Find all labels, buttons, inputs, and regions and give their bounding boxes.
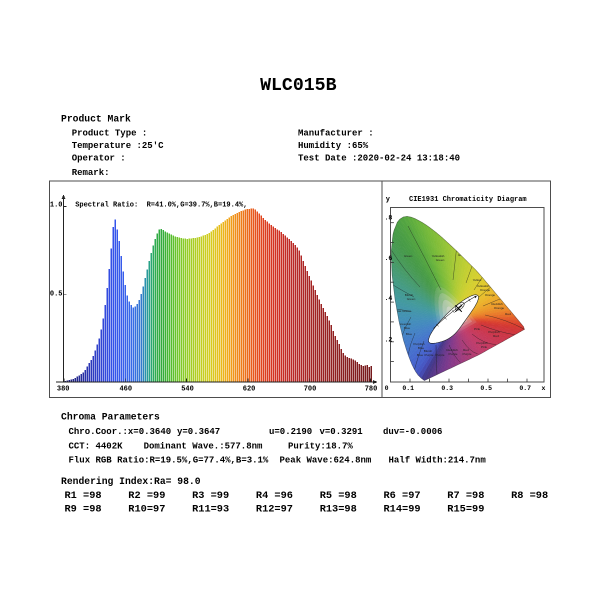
svg-text:Operator :: Operator : <box>72 154 126 164</box>
svg-text:Orange: Orange <box>485 293 496 297</box>
svg-text:x: x <box>542 385 546 392</box>
svg-text:R8 =98: R8 =98 <box>511 490 548 502</box>
svg-text:Flux RGB Ratio:R=19.5%,G=77.4%: Flux RGB Ratio:R=19.5%,G=77.4%,B=3.1% <box>69 456 269 466</box>
svg-text:.8: .8 <box>384 214 392 221</box>
svg-text:Purple: Purple <box>449 352 458 356</box>
svg-text:Yellowish: Yellowish <box>477 284 490 288</box>
svg-text:Reddish: Reddish <box>446 348 458 352</box>
svg-text:R12=97: R12=97 <box>256 504 293 516</box>
svg-text:Reddish: Reddish <box>491 302 503 306</box>
svg-text:Red: Red <box>505 312 511 316</box>
svg-text:R13=98: R13=98 <box>320 504 357 516</box>
svg-text:Purple: Purple <box>463 352 472 356</box>
svg-text:Blue: Blue <box>418 346 424 350</box>
svg-text:Peak Wave:624.8nm: Peak Wave:624.8nm <box>280 456 372 466</box>
svg-text:Bluish: Bluish <box>424 349 433 353</box>
svg-text:Test Date :2020-02-24 13:18:40: Test Date :2020-02-24 13:18:40 <box>298 154 460 164</box>
svg-text:Yellowish: Yellowish <box>432 254 445 258</box>
svg-text:R14=99: R14=99 <box>384 504 421 516</box>
svg-text:0.3: 0.3 <box>441 385 453 392</box>
svg-text:R9 =98: R9 =98 <box>65 504 102 516</box>
svg-text:380: 380 <box>57 386 70 394</box>
svg-text:CCT: 4402K: CCT: 4402K <box>69 441 124 451</box>
svg-text:R3 =99: R3 =99 <box>192 490 229 502</box>
svg-text:460: 460 <box>119 386 132 394</box>
svg-text:Chroma Parameters: Chroma Parameters <box>61 412 160 423</box>
svg-text:Temperature :25'C: Temperature :25'C <box>72 141 164 151</box>
svg-text:.6: .6 <box>384 255 392 262</box>
svg-text:R15=99: R15=99 <box>447 504 484 516</box>
svg-text:1.0: 1.0 <box>50 202 63 210</box>
svg-text:Chro.Coor.:x=0.3640: Chro.Coor.:x=0.3640 <box>69 427 172 437</box>
svg-text:0.1: 0.1 <box>402 385 414 392</box>
svg-text:Product Mark: Product Mark <box>61 114 131 125</box>
svg-text:Purplish: Purplish <box>476 341 487 345</box>
svg-text:Greenish: Greenish <box>399 322 412 326</box>
svg-text:CIE1931 Chromaticity Diagram: CIE1931 Chromaticity Diagram <box>409 196 527 204</box>
svg-text:u=0.2190: u=0.2190 <box>269 427 312 437</box>
svg-text:Orange: Orange <box>494 306 505 310</box>
svg-text:620: 620 <box>243 386 256 394</box>
svg-text:Purity:18.7%: Purity:18.7% <box>288 441 353 451</box>
svg-text:0: 0 <box>385 385 389 392</box>
svg-text:Blue Green: Blue Green <box>395 309 411 313</box>
svg-text:0.5: 0.5 <box>50 290 63 298</box>
svg-text:0.5: 0.5 <box>480 385 492 392</box>
svg-text:Spectral Ratio: R=41.0%,G=39.: Spectral Ratio: R=41.0%,G=39.7%,B=19.4%, <box>75 202 247 210</box>
svg-text:Half Width:214.7nm: Half Width:214.7nm <box>389 456 487 466</box>
svg-text:700: 700 <box>304 386 317 394</box>
svg-text:Green: Green <box>436 258 445 262</box>
svg-text:R5 =98: R5 =98 <box>320 490 357 502</box>
svg-text:Pink: Pink <box>481 345 487 349</box>
svg-text:R10=97: R10=97 <box>128 504 165 516</box>
svg-text:Blue: Blue <box>404 326 410 330</box>
svg-text:Blue: Blue <box>406 332 412 336</box>
svg-text:Yellow: Yellow <box>473 278 483 282</box>
svg-text:0.7: 0.7 <box>519 385 531 392</box>
svg-text:Red: Red <box>463 348 469 352</box>
svg-text:Orange: Orange <box>480 288 491 292</box>
svg-text:y=0.3647: y=0.3647 <box>177 427 220 437</box>
svg-text:R7 =98: R7 =98 <box>447 490 484 502</box>
svg-text:WLC015B: WLC015B <box>260 76 336 96</box>
svg-text:R6 =97: R6 =97 <box>384 490 421 502</box>
svg-text:Purplish: Purplish <box>488 330 499 334</box>
svg-text:Product Type :: Product Type : <box>72 129 148 139</box>
svg-text:Rendering Index:Ra= 98.0: Rendering Index:Ra= 98.0 <box>61 476 201 487</box>
svg-text:Manufacturer :: Manufacturer : <box>298 129 374 139</box>
svg-text:Red: Red <box>493 334 499 338</box>
svg-text:Remark:: Remark: <box>72 168 110 178</box>
svg-text:duv=-0.0006: duv=-0.0006 <box>383 427 442 437</box>
svg-text:R4 =96: R4 =96 <box>256 490 293 502</box>
svg-text:Purplish: Purplish <box>413 342 424 346</box>
svg-text:540: 540 <box>181 386 194 394</box>
svg-text:R11=93: R11=93 <box>192 504 229 516</box>
svg-text:v=0.3291: v=0.3291 <box>320 427 364 437</box>
svg-text:y: y <box>386 196 391 204</box>
svg-text:R2 =99: R2 =99 <box>128 490 165 502</box>
svg-text:R1 =98: R1 =98 <box>65 490 102 502</box>
svg-text:Bluish: Bluish <box>405 293 414 297</box>
svg-text:Dominant Wave.:577.8nm: Dominant Wave.:577.8nm <box>144 441 263 451</box>
svg-text:Blue: Blue <box>417 353 423 357</box>
svg-text:Purple: Purple <box>436 353 445 357</box>
svg-text:Purple: Purple <box>425 353 434 357</box>
svg-text:Green: Green <box>404 254 413 258</box>
svg-text:.2: .2 <box>384 336 392 343</box>
svg-text:780: 780 <box>365 386 378 394</box>
svg-text:Pink: Pink <box>474 327 480 331</box>
svg-text:Green: Green <box>407 297 416 301</box>
svg-text:Humidity :65%: Humidity :65% <box>298 141 369 151</box>
svg-text:.4: .4 <box>384 295 392 302</box>
